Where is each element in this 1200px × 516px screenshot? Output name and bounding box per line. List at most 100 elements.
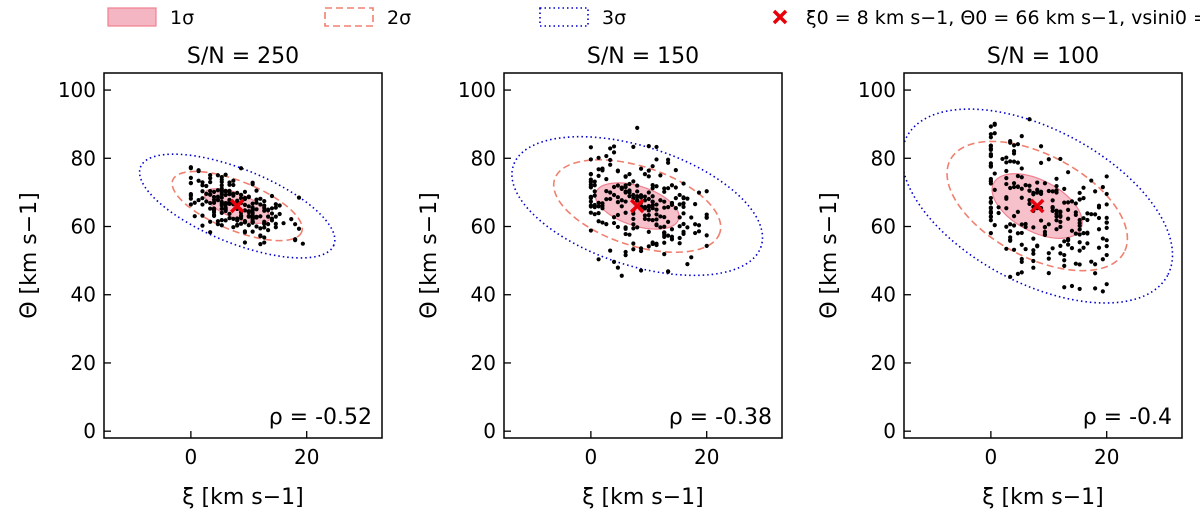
sample-point — [235, 190, 240, 195]
sample-point — [242, 189, 248, 194]
sample-point — [265, 222, 271, 227]
sample-point — [1065, 207, 1071, 212]
sample-point — [988, 210, 993, 215]
sample-point — [704, 243, 709, 249]
sample-point — [219, 195, 224, 200]
sample-point — [1008, 274, 1013, 279]
legend-swatch-2sigma — [324, 7, 374, 27]
y-tick-label: 80 — [871, 146, 896, 170]
sample-point — [250, 216, 255, 222]
sample-point — [588, 228, 593, 233]
sample-point — [262, 199, 267, 204]
sample-point — [1085, 211, 1090, 216]
sample-point — [293, 238, 298, 243]
sample-point — [1046, 157, 1051, 162]
sample-point — [1019, 242, 1024, 247]
sample-point — [1050, 246, 1055, 251]
sample-point — [642, 171, 648, 177]
sample-point — [662, 199, 667, 204]
sample-point — [588, 179, 593, 184]
sample-point — [1073, 201, 1078, 206]
sample-point — [635, 225, 640, 230]
sample-point — [1093, 189, 1098, 194]
plot-frame — [103, 72, 383, 439]
sample-point — [646, 213, 651, 218]
sample-point — [596, 155, 601, 160]
sample-point — [1077, 217, 1082, 223]
sample-point — [1065, 242, 1071, 247]
sample-point — [615, 200, 621, 205]
y-axis-title: Θ [km s−1] — [417, 192, 442, 319]
sample-point — [289, 217, 294, 222]
sample-point — [623, 253, 628, 258]
sample-point — [1065, 170, 1071, 175]
sample-point — [654, 241, 659, 246]
sample-point — [604, 177, 609, 182]
sample-point — [635, 125, 640, 130]
sample-point — [650, 183, 655, 188]
sample-point — [588, 172, 593, 177]
sample-point — [1031, 192, 1036, 197]
y-tick-label: 0 — [483, 419, 496, 443]
sample-point — [608, 162, 613, 167]
sample-point — [1069, 228, 1075, 233]
sample-point — [269, 206, 275, 211]
sample-point — [673, 206, 678, 211]
legend-cross-marker — [772, 9, 788, 25]
sample-point — [669, 227, 675, 232]
sample-point — [646, 174, 651, 179]
sample-point — [588, 184, 593, 189]
sample-point — [1042, 232, 1048, 238]
sample-point — [1019, 134, 1024, 139]
sample-point — [211, 206, 217, 211]
sample-point — [1058, 251, 1063, 256]
sample-point — [631, 192, 636, 198]
sample-point — [1054, 208, 1059, 213]
sample-point — [677, 235, 682, 241]
sample-point — [219, 188, 224, 193]
sample-point — [608, 146, 613, 151]
sample-point — [696, 190, 702, 195]
y-tick-label: 60 — [871, 215, 896, 239]
sample-point — [1085, 241, 1090, 246]
sample-point — [258, 226, 263, 231]
sample-point — [1054, 190, 1059, 195]
ellipse-2sigma — [552, 159, 722, 254]
sample-point — [258, 202, 263, 207]
sample-point — [988, 195, 993, 201]
sample-point — [208, 206, 213, 211]
ellipse-3sigma — [904, 108, 1174, 304]
sample-point — [1042, 181, 1048, 186]
sample-point — [273, 221, 278, 227]
sample-point — [1096, 245, 1102, 250]
sample-point — [635, 198, 640, 203]
sample-point — [600, 220, 605, 225]
panels: 0 20 0 20 40 60 80 100 S/N = 250 ρ = -0.52 ξ [km s… — [17, 44, 1183, 510]
sample-point — [1042, 225, 1048, 230]
sample-point — [1058, 209, 1063, 214]
sample-point — [208, 180, 213, 185]
sample-point — [988, 143, 993, 149]
sample-point — [669, 202, 675, 207]
sample-point — [988, 179, 993, 184]
x-tick-label: 20 — [1094, 445, 1119, 469]
sample-point — [1038, 191, 1044, 196]
sample-point — [1069, 246, 1075, 251]
y-tick-label: 40 — [871, 283, 896, 307]
ellipse-3sigma — [138, 153, 336, 259]
sample-point — [208, 176, 213, 181]
sample-point — [1011, 223, 1017, 228]
sample-point — [1011, 159, 1017, 164]
sample-point — [988, 135, 993, 140]
sample-point — [208, 219, 213, 224]
sample-point — [665, 157, 671, 162]
sample-point — [1019, 259, 1024, 265]
sample-point — [615, 212, 621, 218]
sample-point — [654, 207, 659, 212]
sample-point — [588, 203, 593, 208]
sample-point — [262, 221, 267, 227]
sample-point — [673, 185, 678, 190]
sample-point — [1058, 224, 1063, 229]
sample-point — [635, 183, 640, 188]
sample-point — [665, 233, 671, 238]
